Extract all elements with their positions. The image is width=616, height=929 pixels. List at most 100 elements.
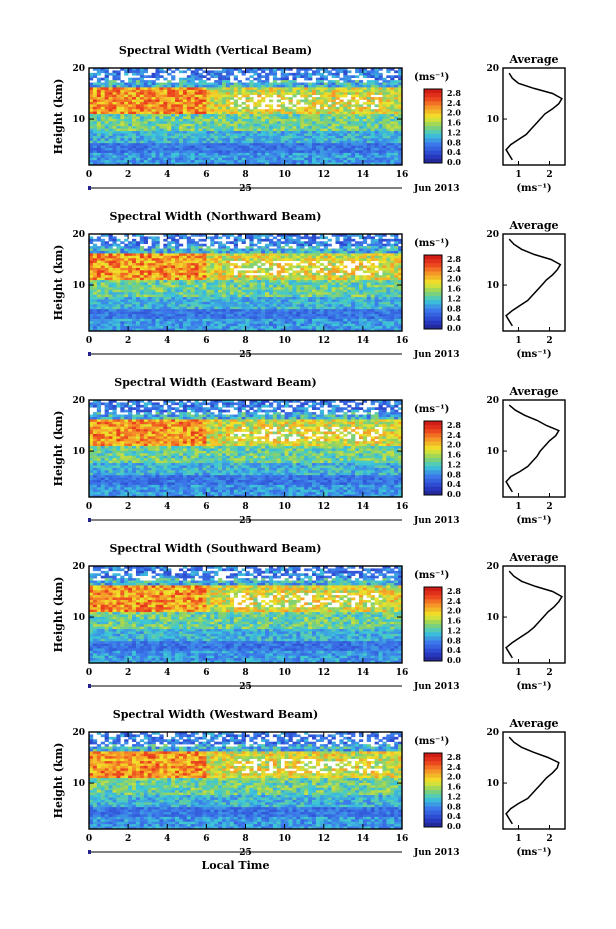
heatmap-cell xyxy=(370,72,375,76)
heatmap-cell xyxy=(358,155,364,159)
heatmap-cell xyxy=(92,121,98,125)
heatmap-cell xyxy=(272,114,278,117)
heatmap-cell xyxy=(237,299,242,303)
heatmap-cell xyxy=(104,87,109,91)
heatmap-cell xyxy=(343,80,348,83)
heatmap-cell xyxy=(202,89,207,93)
heatmap-cell xyxy=(112,111,117,115)
heatmap-cell xyxy=(335,94,340,98)
heatmap-cell xyxy=(272,80,278,83)
heatmap-cell xyxy=(175,155,180,159)
heatmap-cell xyxy=(343,241,348,244)
heatmap-cell xyxy=(147,121,152,125)
heatmap-cell xyxy=(343,282,348,286)
heatmap-cell xyxy=(233,75,238,78)
heatmap-cell xyxy=(210,97,215,100)
heatmap-cell xyxy=(265,255,270,259)
heatmap-cell xyxy=(390,160,395,163)
heatmap-cell xyxy=(116,133,121,137)
heatmap-cell xyxy=(343,272,348,276)
heatmap-cell xyxy=(124,70,129,74)
heatmap-cell xyxy=(378,133,383,137)
heatmap-cell xyxy=(225,82,231,86)
heatmap-cell xyxy=(370,87,375,91)
heatmap-cell xyxy=(155,270,160,274)
heatmap-cell xyxy=(398,162,403,166)
heatmap-cell xyxy=(108,272,113,276)
heatmap-cell xyxy=(206,114,211,117)
heatmap-cell xyxy=(171,145,176,149)
heatmap-cell xyxy=(167,126,172,129)
heatmap-cell xyxy=(135,297,141,300)
heatmap-cell xyxy=(276,68,282,71)
heatmap-cell xyxy=(390,111,395,115)
heatmap-cell xyxy=(120,118,125,122)
heatmap-cell xyxy=(327,263,332,266)
heatmap-cell xyxy=(202,123,207,127)
heatmap-cell xyxy=(300,68,305,71)
heatmap-cell xyxy=(198,287,203,291)
heatmap-cell xyxy=(268,255,274,259)
heatmap-cell xyxy=(378,292,383,295)
heatmap-cell xyxy=(237,253,242,257)
heatmap-cell xyxy=(272,299,278,303)
heatmap-cell xyxy=(132,82,137,86)
heatmap-cell xyxy=(335,280,340,283)
heatmap-cell xyxy=(292,140,297,144)
heatmap-cell xyxy=(222,294,227,298)
heatmap-cell xyxy=(222,92,227,95)
heatmap-cell xyxy=(335,265,340,269)
heatmap-cell xyxy=(206,121,211,125)
heatmap-cell xyxy=(210,143,215,146)
heatmap-cell xyxy=(159,250,164,254)
heatmap-cell xyxy=(331,87,336,91)
heatmap-cell xyxy=(331,287,336,291)
heatmap-cell xyxy=(253,243,258,247)
heatmap-cell xyxy=(167,128,172,132)
heatmap-cell xyxy=(351,92,356,95)
heatmap-cell xyxy=(116,292,121,295)
heatmap-cell xyxy=(284,280,289,283)
heatmap-cell xyxy=(116,106,121,110)
heatmap-cell xyxy=(175,68,180,71)
heatmap-cell xyxy=(280,236,285,240)
heatmap-cell xyxy=(218,101,223,105)
heatmap-cell xyxy=(343,140,348,144)
heatmap-cell xyxy=(374,131,379,134)
heatmap-cell xyxy=(112,99,117,103)
heatmap-cell xyxy=(312,265,317,269)
heatmap-cell xyxy=(319,99,325,103)
heatmap-cell xyxy=(124,282,129,286)
heatmap-cell xyxy=(308,68,313,71)
heatmap-cell xyxy=(116,77,121,81)
heatmap-cell xyxy=(249,241,254,244)
heatmap-cell xyxy=(124,258,129,261)
heatmap-cell xyxy=(284,157,289,161)
profile-x-tick-label: 1 xyxy=(515,170,521,180)
heatmap-cell xyxy=(92,126,98,129)
heatmap-cell xyxy=(312,263,317,266)
heatmap-cell xyxy=(272,243,278,247)
heatmap-cell xyxy=(229,287,235,291)
heatmap-cell xyxy=(249,145,254,149)
heatmap-cell xyxy=(135,118,141,122)
heatmap-cell xyxy=(202,82,207,86)
heatmap-cell xyxy=(288,253,293,257)
heatmap-cell xyxy=(312,160,317,163)
heatmap-cell xyxy=(355,148,360,151)
heatmap-cell xyxy=(355,287,360,291)
heatmap-cell xyxy=(245,118,250,122)
heatmap-cell xyxy=(323,162,328,166)
heatmap-cell xyxy=(339,109,344,112)
heatmap-cell xyxy=(159,106,164,110)
heatmap-cell xyxy=(210,152,215,156)
heatmap-cell xyxy=(300,94,305,98)
heatmap-cell xyxy=(257,82,262,86)
heatmap-cell xyxy=(257,246,262,249)
heatmap-cell xyxy=(241,263,246,266)
heatmap-cell xyxy=(249,162,254,166)
heatmap-cell xyxy=(171,143,176,146)
heatmap-cell xyxy=(253,284,258,288)
heatmap-cell xyxy=(245,111,250,115)
heatmap-cell xyxy=(96,282,102,286)
